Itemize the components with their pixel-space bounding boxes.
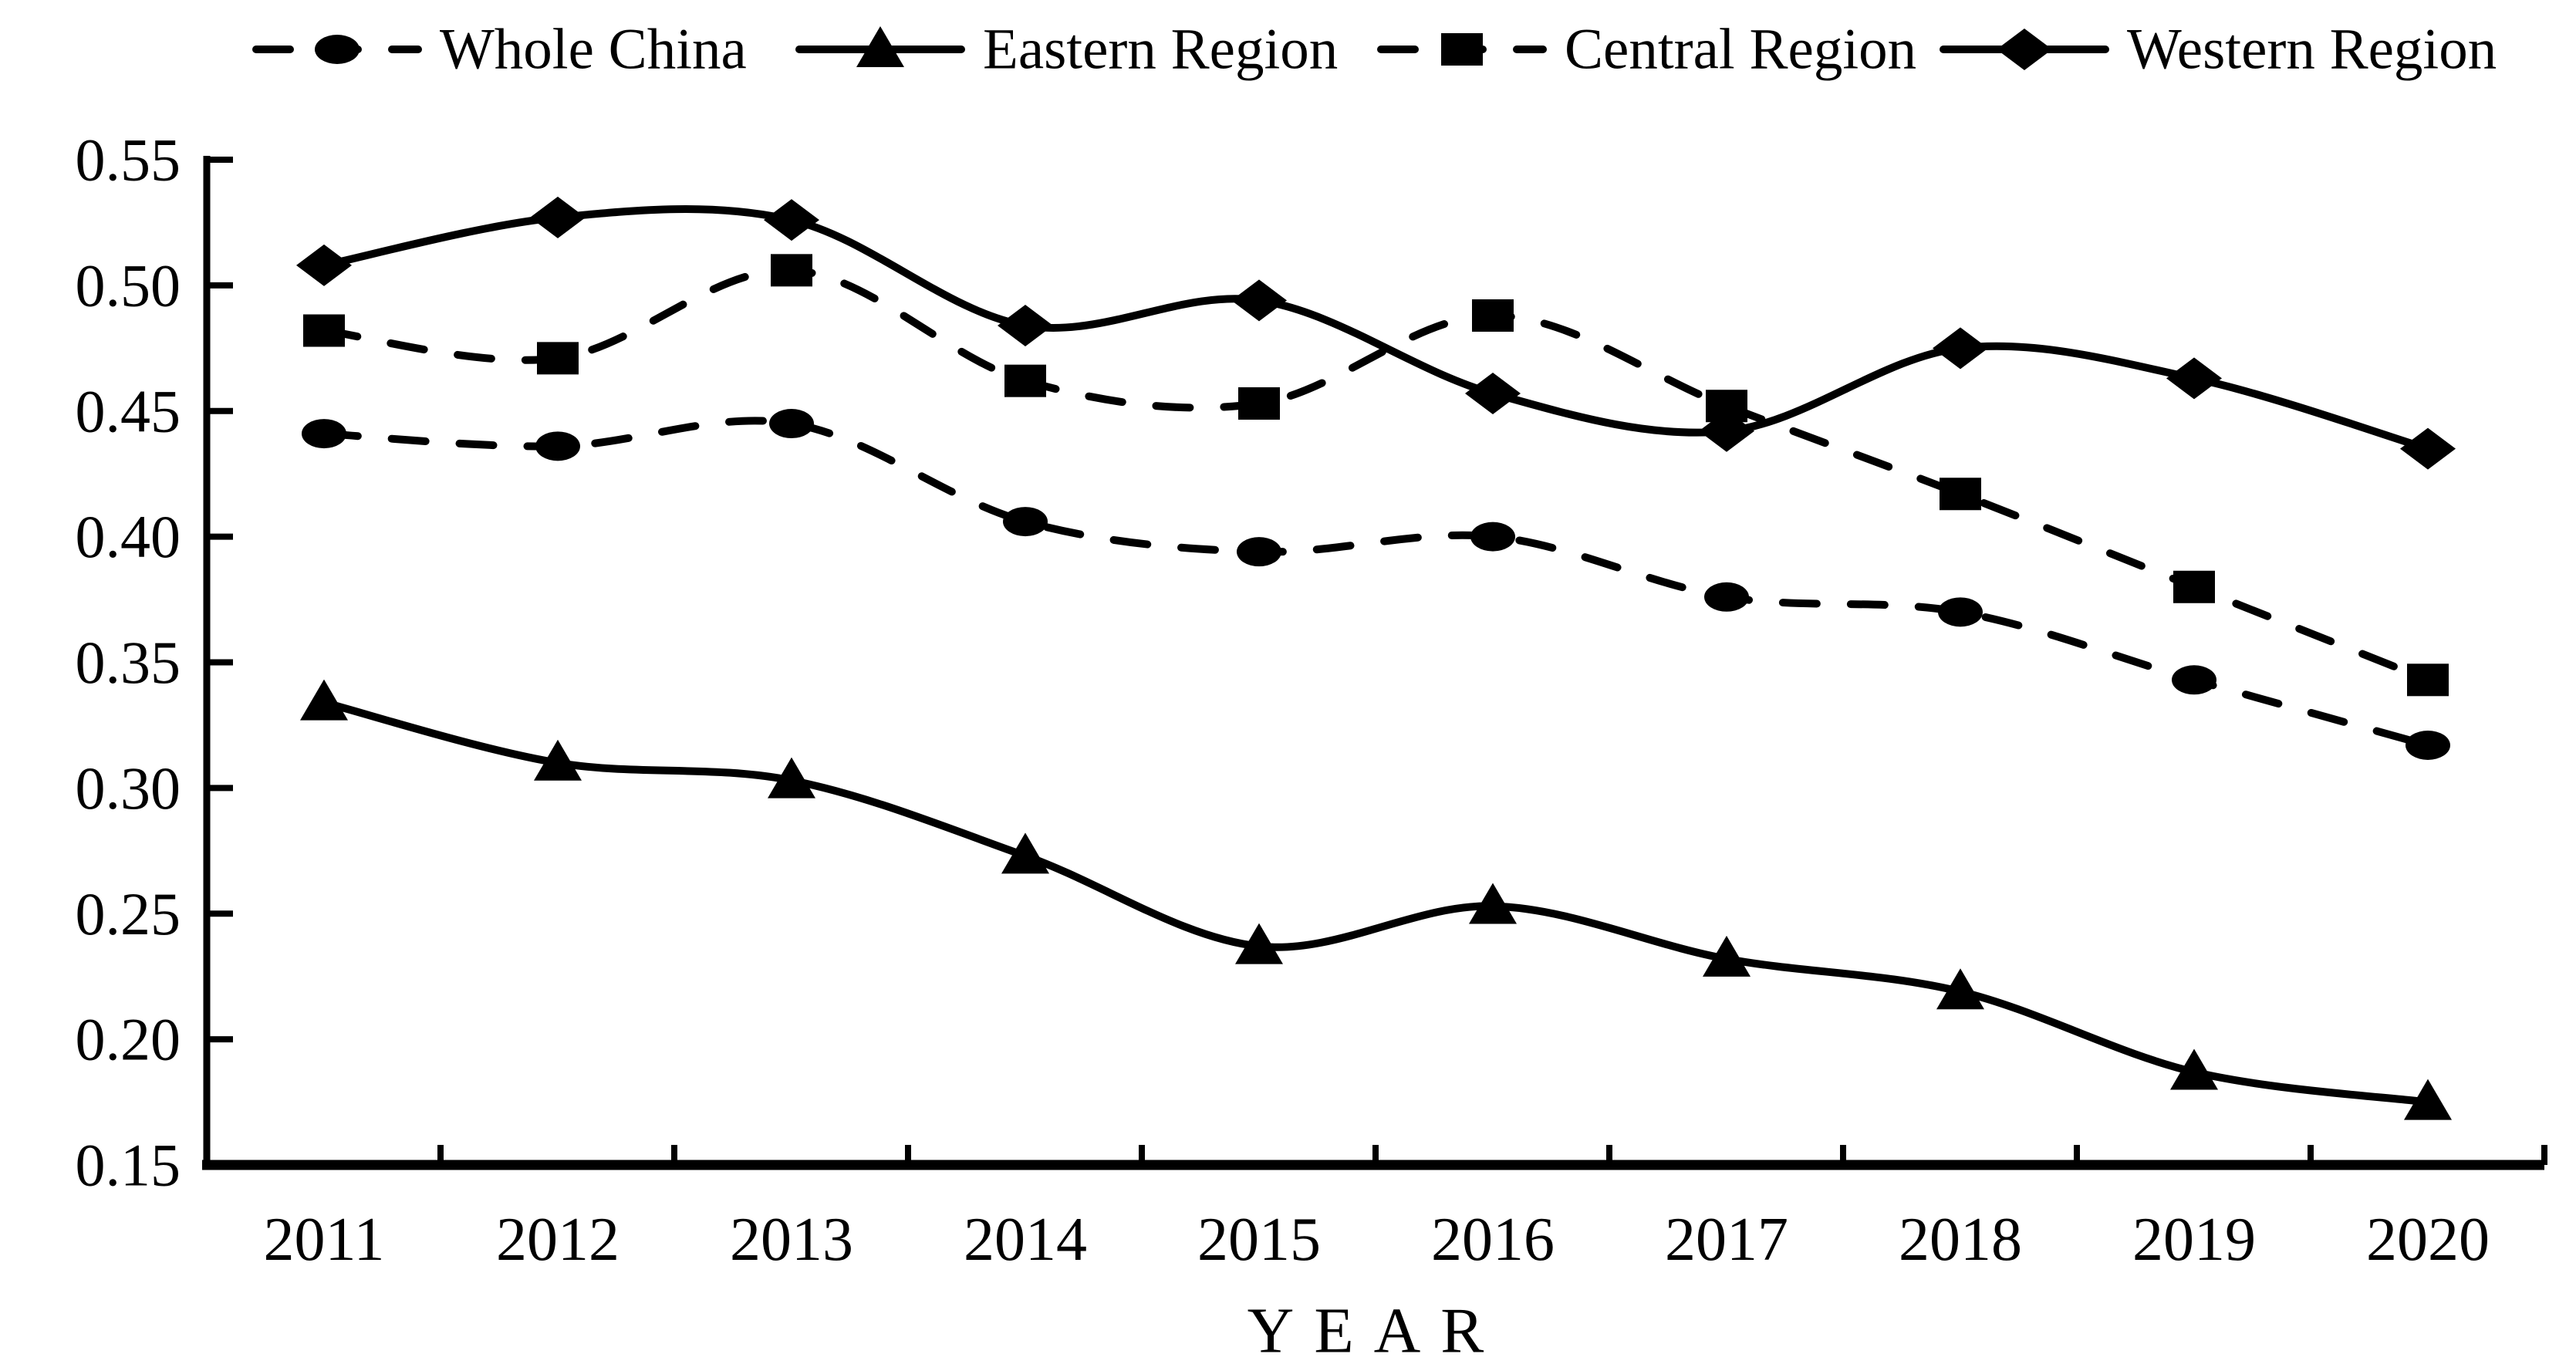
triangle-marker (1469, 883, 1517, 924)
square-marker (1441, 33, 1483, 66)
legend-item-whole-china: Whole China (252, 18, 747, 82)
square-marker (537, 342, 579, 375)
y-tick-label: 0.25 (76, 880, 181, 947)
triangle-marker (2404, 1079, 2452, 1120)
x-tick-label: 2019 (2132, 1206, 2256, 1274)
triangle-marker (1235, 923, 1283, 964)
x-tick-label: 2020 (2366, 1206, 2490, 1274)
diamond-marker (2400, 427, 2456, 470)
triangle-marker (856, 26, 904, 67)
circle-marker (315, 35, 360, 64)
circle-marker (302, 419, 346, 449)
x-tick-label: 2013 (730, 1206, 853, 1274)
square-marker (1004, 364, 1046, 397)
diamond-marker (1465, 372, 1521, 414)
diamond-marker (1231, 279, 1287, 322)
legend-label: Eastern Region (983, 18, 1338, 82)
legend-item-central-region: Central Region (1377, 18, 1916, 82)
triangle-marker (768, 757, 815, 798)
diamond-marker (998, 304, 1053, 346)
y-tick-label: 0.45 (76, 377, 181, 444)
circle-marker (535, 431, 580, 461)
x-tick-label: 2015 (1197, 1206, 1321, 1274)
y-tick-label: 0.30 (76, 755, 181, 822)
x-tick-label: 2018 (1899, 1206, 2022, 1274)
y-tick-label: 0.40 (76, 503, 181, 570)
y-tick-label: 0.15 (76, 1132, 181, 1199)
x-axis-title: YEAR (1247, 1295, 1504, 1364)
y-axis-ticks-and-labels: 0.15 0.20 0.25 0.30 0.35 0.40 0.45 0.50 0.55 (76, 127, 233, 1199)
legend: Whole China Eastern Region Central Region W… (252, 18, 2497, 82)
square-marker (2173, 570, 2215, 603)
diamond-marker (1699, 410, 1754, 452)
y-tick-label: 0.50 (76, 252, 181, 319)
circle-marker (1237, 537, 1281, 567)
series-eastern-region (300, 679, 2452, 1120)
triangle-marker (534, 739, 582, 781)
diamond-marker (296, 244, 352, 286)
circle-marker (2406, 730, 2450, 760)
series-line (320, 204, 2432, 453)
legend-label: Western Region (2127, 18, 2497, 82)
legend-label: Central Region (1565, 18, 1916, 82)
circle-marker (1003, 507, 1048, 537)
square-marker (1238, 387, 1280, 420)
circle-marker (1938, 597, 1983, 627)
square-marker (303, 314, 345, 347)
series-line (320, 417, 2432, 749)
diamond-marker (1933, 327, 1988, 370)
y-tick-label: 0.20 (76, 1006, 181, 1073)
x-tick-label: 2017 (1665, 1206, 1788, 1274)
square-marker (2407, 663, 2449, 697)
series-central-region (303, 254, 2449, 697)
triangle-marker (1703, 935, 1751, 977)
legend-item-western-region: Western Region (1940, 18, 2497, 82)
diamond-marker (530, 196, 586, 238)
y-tick-label: 0.55 (76, 127, 181, 194)
x-tick-label: 2011 (263, 1206, 384, 1274)
x-axis-ticks-and-labels: 2011 2012 2013 2014 2015 2016 2017 2018 2019 2020 (263, 1145, 2547, 1274)
circle-marker (2172, 665, 2216, 695)
legend-item-eastern-region: Eastern Region (795, 18, 1338, 82)
diamond-marker (2166, 357, 2222, 400)
triangle-marker (1001, 832, 1049, 874)
diamond-marker (764, 199, 819, 241)
diamond-marker (1997, 29, 2052, 70)
square-marker (1940, 478, 1981, 511)
legend-label: Whole China (440, 18, 747, 82)
series-line (320, 698, 2432, 1106)
series-line (320, 266, 2432, 684)
square-marker (771, 254, 812, 287)
circle-marker (769, 409, 814, 439)
triangle-marker (1936, 968, 1984, 1010)
x-tick-label: 2014 (964, 1206, 1087, 1274)
circle-marker (1704, 582, 1749, 612)
y-tick-label: 0.35 (76, 629, 181, 696)
series-western-region (296, 196, 2456, 470)
x-tick-label: 2016 (1431, 1206, 1555, 1274)
circle-marker (1470, 522, 1515, 552)
triangle-marker (300, 679, 348, 721)
series-whole-china (302, 409, 2450, 760)
triangle-marker (2170, 1048, 2218, 1090)
x-tick-label: 2012 (496, 1206, 620, 1274)
square-marker (1472, 299, 1514, 332)
